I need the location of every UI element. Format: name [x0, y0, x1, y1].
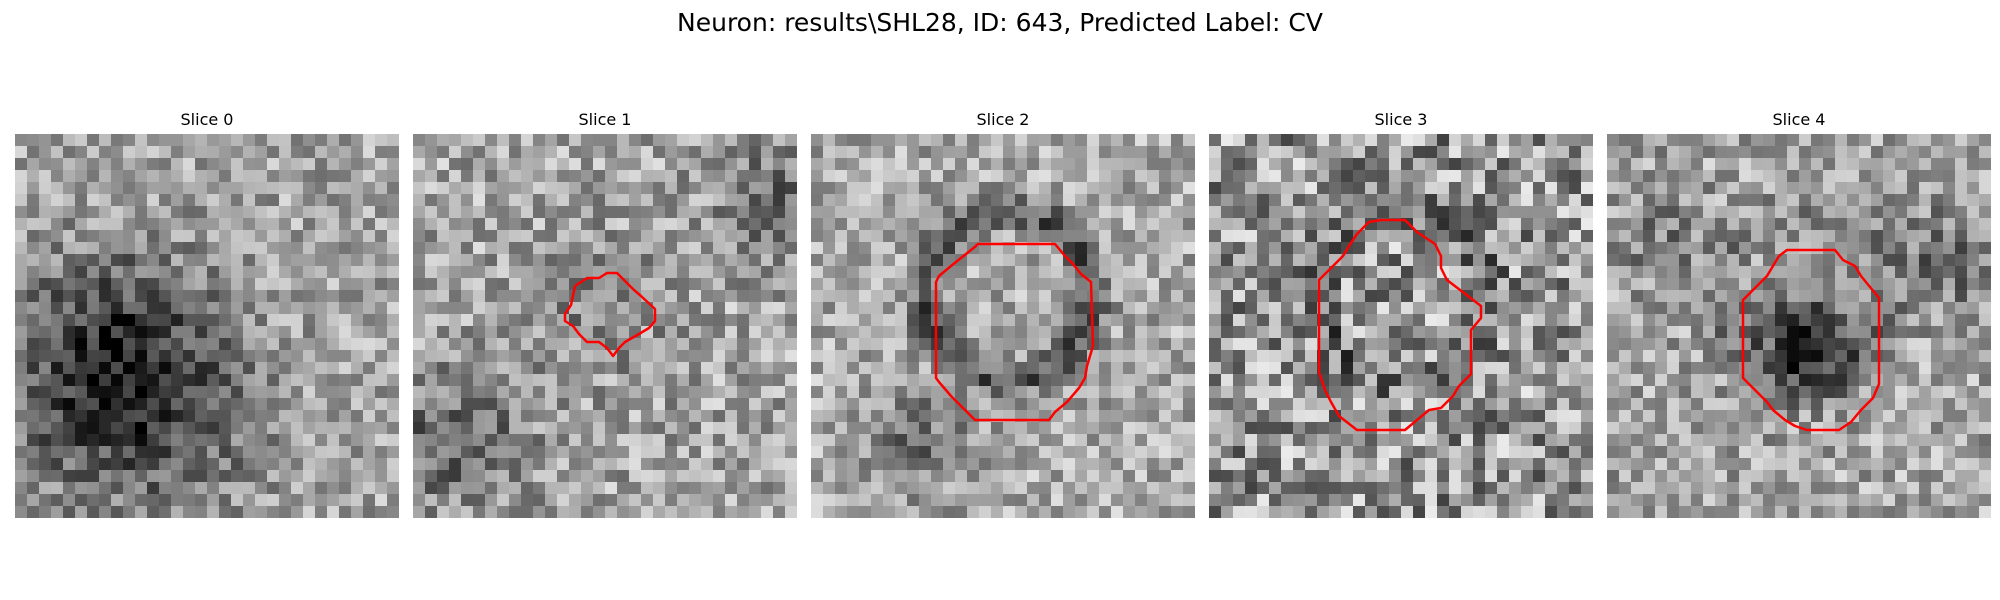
segmentation-overlay	[1741, 248, 1881, 432]
slice-title: Slice 4	[1772, 110, 1826, 129]
slice-title: Slice 0	[180, 110, 234, 129]
figure-title: Neuron: results\SHL28, ID: 643, Predicte…	[677, 8, 1323, 37]
segmentation-overlay	[1317, 218, 1483, 432]
slice-title: Slice 3	[1374, 110, 1428, 129]
slice-image	[15, 134, 399, 518]
segmentation-contour	[1741, 248, 1881, 432]
segmentation-overlay	[934, 242, 1095, 422]
segmentation-overlay	[563, 271, 657, 358]
segmentation-contour	[563, 271, 657, 358]
grayscale-image	[811, 134, 1195, 518]
grayscale-image	[413, 134, 797, 518]
slice-image	[413, 134, 797, 518]
grayscale-image	[15, 134, 399, 518]
slice-title: Slice 2	[976, 110, 1030, 129]
slice-image	[1209, 134, 1593, 518]
grayscale-image	[1607, 134, 1991, 518]
grayscale-image	[1209, 134, 1593, 518]
segmentation-contour	[1317, 218, 1483, 432]
slice-title: Slice 1	[578, 110, 632, 129]
segmentation-contour	[934, 242, 1095, 422]
slice-image	[811, 134, 1195, 518]
slice-image	[1607, 134, 1991, 518]
